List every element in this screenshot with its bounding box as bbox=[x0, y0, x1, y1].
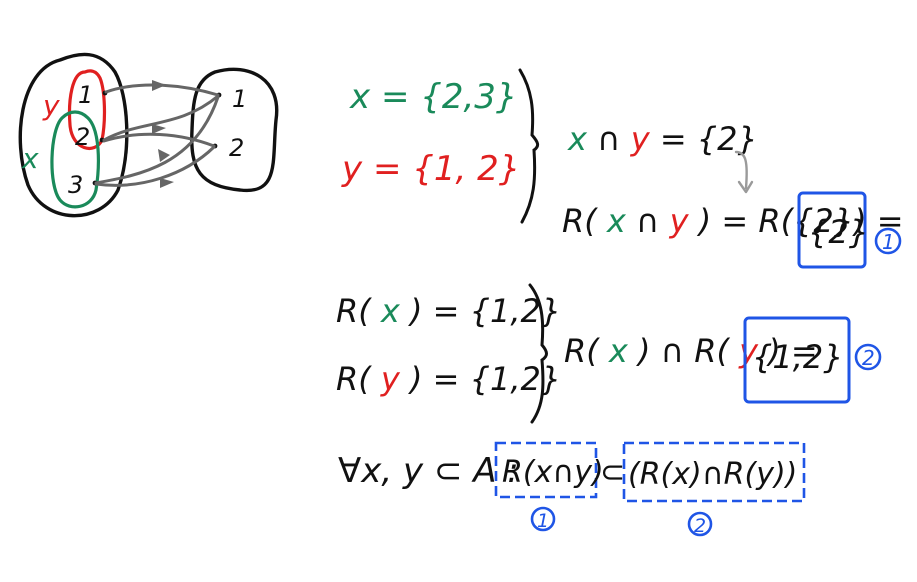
image-rx-var: x bbox=[380, 292, 401, 330]
ioi-part1: R( bbox=[564, 332, 600, 370]
arrowhead-icon bbox=[152, 80, 166, 91]
marker-1-label: 1 bbox=[882, 230, 895, 254]
ioi-x: x bbox=[608, 332, 629, 370]
codomain-element-1: 1 bbox=[232, 85, 247, 113]
conclusion-left: R(x∩y) bbox=[502, 455, 604, 490]
arrow-3-to-1 bbox=[94, 95, 220, 185]
conclusion-marker-2-label: 2 bbox=[694, 515, 706, 537]
conclusion-marker-2-circle bbox=[687, 511, 713, 537]
def-x-name: x bbox=[349, 77, 371, 117]
domain-element-3: 3 bbox=[68, 171, 83, 199]
conclusion-marker-1-label: 1 bbox=[537, 510, 549, 532]
conclusion-right-box bbox=[622, 441, 806, 503]
images-block: R( x ) = {1,2} R( y ) = {1,2} bbox=[336, 283, 561, 424]
intersection-cap: ∩ bbox=[597, 120, 620, 158]
conclusion-prefix: ∀x, y ⊂ A : bbox=[338, 451, 519, 491]
image-y: y bbox=[669, 202, 690, 240]
arrowheads bbox=[152, 80, 174, 188]
definitions-brace bbox=[518, 68, 540, 224]
image-cap: ∩ bbox=[636, 202, 659, 240]
image-ry-var: y bbox=[380, 360, 401, 398]
intersection-x: x bbox=[567, 120, 588, 158]
intersection-value: = {2} bbox=[660, 120, 758, 158]
conclusion-block: ∀x, y ⊂ A : R(x∩y) ⊂ (R(x)∩R(y)) 1 2 bbox=[338, 441, 806, 537]
set-x-outline bbox=[50, 110, 100, 209]
image-rx: R( x ) = {1,2} bbox=[336, 292, 561, 330]
arrowhead-icon bbox=[160, 178, 174, 188]
conclusion-right: (R(x)∩R(y)) bbox=[628, 457, 797, 492]
image-ry-value: ) = {1,2} bbox=[408, 360, 561, 398]
marker-2-circle bbox=[854, 343, 882, 371]
arrowhead-icon bbox=[158, 149, 170, 162]
image-rx-value: ) = {1,2} bbox=[408, 292, 561, 330]
def-x-value: = {2,3} bbox=[381, 77, 518, 117]
arrow-2-to-1 bbox=[102, 94, 220, 142]
arrow-2-to-2 bbox=[102, 132, 216, 148]
image-x: x bbox=[606, 202, 627, 240]
set-y-label: y bbox=[42, 89, 60, 122]
intersection-of-images-expression: R( x ) ∩ R( y ) = bbox=[564, 332, 818, 370]
ioi-part3: ) = bbox=[766, 332, 817, 370]
image-rx-prefix: R( bbox=[336, 292, 372, 330]
image-ry: R( y ) = {1,2} bbox=[336, 360, 561, 398]
set-x-label: x bbox=[21, 142, 39, 175]
conclusion-left-box bbox=[494, 441, 598, 499]
set-definitions: x = {2,3} y = {1, 2} bbox=[341, 68, 540, 224]
result-2-value: {1,2} bbox=[752, 338, 844, 376]
images-brace bbox=[528, 283, 548, 424]
intersection-y: y bbox=[630, 120, 651, 158]
result-box-2 bbox=[743, 316, 851, 404]
def-x: x = {2,3} bbox=[349, 77, 518, 117]
def-y: y = {1, 2} bbox=[341, 149, 520, 189]
domain-set-outline bbox=[18, 52, 129, 218]
conclusion-subset: ⊂ bbox=[600, 455, 625, 490]
image-prefix: R( bbox=[562, 202, 598, 240]
image-ry-prefix: R( bbox=[336, 360, 372, 398]
intersection-expression: x ∩ y = {2} bbox=[567, 120, 758, 158]
def-y-value: = {1, 2} bbox=[373, 149, 520, 189]
ioi-y: y bbox=[738, 332, 759, 370]
intersection-block: x ∩ y = {2} bbox=[567, 120, 758, 194]
domain-element-1: 1 bbox=[78, 81, 93, 109]
conclusion-marker-1-circle bbox=[530, 506, 556, 532]
domain-element-2: 2 bbox=[75, 123, 90, 151]
down-arrow-icon bbox=[734, 150, 754, 194]
result-1-value: {2} bbox=[808, 213, 869, 251]
intersection-of-images-block: R( x ) ∩ R( y ) = {1,2} 2 bbox=[564, 316, 882, 404]
marker-2-label: 2 bbox=[862, 346, 875, 370]
codomain-element-2: 2 bbox=[229, 134, 244, 162]
ioi-part2: ) ∩ R( bbox=[636, 332, 730, 370]
arrowhead-icon bbox=[152, 124, 166, 134]
image-of-intersection-block: R( x ∩ y ) = R({2}) = {2} 1 bbox=[562, 191, 904, 269]
result-box-1 bbox=[797, 191, 867, 269]
marker-1-circle bbox=[874, 227, 902, 255]
def-y-name: y bbox=[341, 149, 363, 189]
mapping-diagram: y x 1 2 3 1 2 bbox=[18, 52, 279, 218]
